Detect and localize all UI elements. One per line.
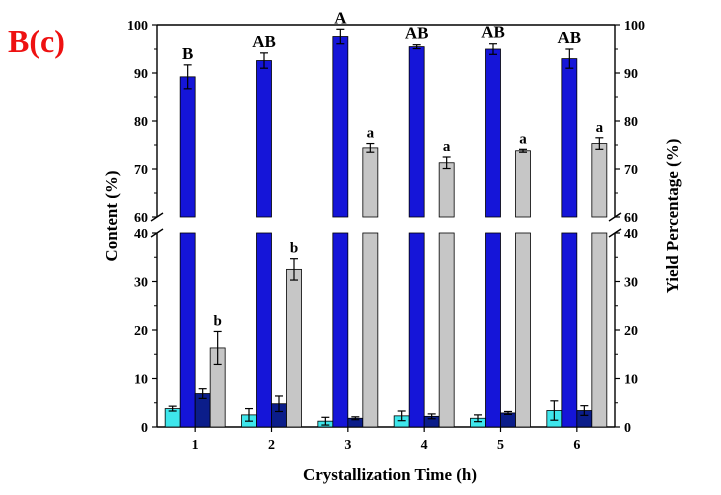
y-tick-label-left: 60 xyxy=(134,211,148,226)
x-tick-label: 2 xyxy=(268,438,275,453)
y-tick-label-right: 60 xyxy=(624,211,638,226)
bar xyxy=(591,143,608,218)
x-tick-label: 6 xyxy=(573,438,580,453)
x-tick-label: 1 xyxy=(192,438,199,453)
x-axis-label: Crystallization Time (h) xyxy=(303,465,477,484)
y-tick-label-right: 10 xyxy=(624,373,638,388)
bar-lower-segment xyxy=(591,232,608,428)
significance-label: B xyxy=(182,44,193,63)
significance-label: A xyxy=(334,8,347,27)
bar-lower-segment xyxy=(561,232,578,428)
significance-label: AB xyxy=(558,28,582,47)
y-tick-label-left: 70 xyxy=(134,163,148,178)
bar xyxy=(515,150,531,218)
y-tick-label-left: 90 xyxy=(134,67,148,82)
y-tick-label-right: 0 xyxy=(624,421,631,436)
x-tick-label: 4 xyxy=(421,438,428,453)
y-tick-label-left: 40 xyxy=(134,227,148,242)
y-tick-label-right: 100 xyxy=(624,19,645,34)
bar xyxy=(256,60,272,218)
bar-lower-segment xyxy=(515,232,531,428)
significance-label: AB xyxy=(252,32,276,51)
bar-lower-segment xyxy=(332,232,349,428)
bar-lower-segment xyxy=(256,232,272,428)
bar xyxy=(485,48,501,218)
bar-lower-segment xyxy=(485,232,501,428)
bars xyxy=(164,28,608,428)
x-tick-label: 3 xyxy=(344,438,351,453)
bar xyxy=(561,58,578,218)
y-tick-label-right: 70 xyxy=(624,163,638,178)
significance-labels: Bb AB b Aa AB a AB a AB a xyxy=(182,8,604,329)
y-tick-label-right: 20 xyxy=(624,324,638,339)
bar-lower-segment xyxy=(362,232,379,428)
significance-label: b xyxy=(290,241,298,257)
significance-label: AB xyxy=(405,24,429,43)
significance-label: a xyxy=(596,120,604,136)
significance-label: AB xyxy=(481,23,505,42)
y-tick-label-right: 40 xyxy=(624,227,638,242)
x-tick-label: 5 xyxy=(497,438,504,453)
significance-label: a xyxy=(443,139,451,155)
y-axis-label-right: Yield Percentage (%) xyxy=(663,139,682,294)
bar xyxy=(332,36,349,218)
y-tick-label-left: 100 xyxy=(127,19,148,34)
significance-label: b xyxy=(213,313,221,329)
bar xyxy=(500,412,516,428)
y-axis-label-left: Content (%) xyxy=(102,170,121,261)
bar xyxy=(362,147,379,218)
bar xyxy=(179,76,196,218)
y-tick-label-right: 90 xyxy=(624,67,638,82)
significance-label: a xyxy=(519,131,527,147)
y-tick-label-left: 80 xyxy=(134,115,148,130)
panel-label: B(c) xyxy=(8,23,65,59)
y-tick-label-left: 20 xyxy=(134,324,148,339)
bar xyxy=(286,268,302,428)
bar-lower-segment xyxy=(438,232,455,428)
bar-lower-segment xyxy=(408,232,425,428)
y-tick-label-left: 0 xyxy=(141,421,148,436)
y-tick-label-left: 30 xyxy=(134,276,148,291)
y-tick-label-right: 80 xyxy=(624,115,638,130)
y-tick-label-right: 30 xyxy=(624,276,638,291)
bar xyxy=(438,162,455,218)
bar xyxy=(408,46,425,218)
significance-label: a xyxy=(367,126,375,142)
bar-lower-segment xyxy=(179,232,196,428)
y-tick-label-left: 10 xyxy=(134,373,148,388)
